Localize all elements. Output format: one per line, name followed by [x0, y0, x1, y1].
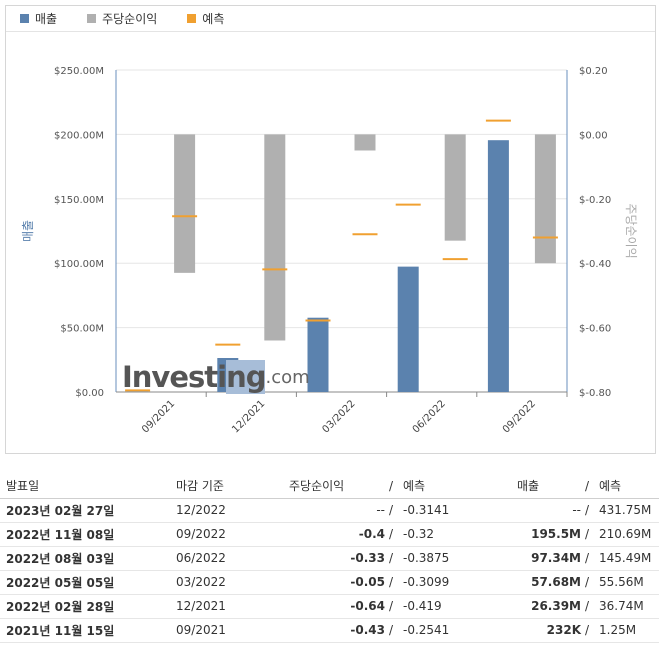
- cell-period: 12/2021: [176, 594, 289, 618]
- cell-revenue-forecast: 55.56M: [593, 570, 659, 594]
- header-eps[interactable]: 주당순이익: [289, 474, 389, 498]
- cell-period: 03/2022: [176, 570, 289, 594]
- cell-revenue: 195.5M: [517, 522, 585, 546]
- revenue-bar: [488, 140, 509, 392]
- cell-eps: -0.64: [289, 594, 389, 618]
- eps-bar: [174, 134, 195, 272]
- earnings-table: 발표일 마감 기준 주당순이익 / 예측 매출 / 예측 2023년 02월 2…: [0, 474, 659, 643]
- cell-revenue-forecast: 431.75M: [593, 498, 659, 522]
- cell-revenue-forecast: 210.69M: [593, 522, 659, 546]
- revenue-bar: [398, 267, 419, 392]
- cell-sep-revenue: /: [585, 570, 593, 594]
- cell-revenue-forecast: 1.25M: [593, 618, 659, 642]
- table-row: 2022년 02월 28일 12/2021 -0.64/-0.419 26.39M/3…: [0, 594, 659, 618]
- y-tick-label: $250.00M: [54, 66, 104, 77]
- table-row: 2023년 02월 27일 12/2022 -- / -0.3141 --/431.75M: [0, 498, 659, 522]
- table-header-row: 발표일 마감 기준 주당순이익 / 예측 매출 / 예측: [0, 474, 659, 498]
- cell-sep-eps: /: [389, 594, 397, 618]
- x-tick-label: 09/2022: [501, 398, 538, 435]
- cell-eps-forecast: -0.419: [397, 594, 517, 618]
- cell-sep-eps: /: [389, 618, 397, 642]
- y2-tick-label: $-0.60: [579, 324, 611, 335]
- y-tick-label: $200.00M: [54, 130, 104, 141]
- y2-tick-label: $-0.40: [579, 259, 611, 270]
- header-revenue[interactable]: 매출: [517, 474, 585, 498]
- x-tick-label: 06/2022: [411, 398, 448, 435]
- cell-eps: --: [289, 498, 389, 522]
- cell-revenue-forecast: 145.49M: [593, 546, 659, 570]
- y-tick-label: $50.00M: [60, 324, 104, 335]
- cell-date: 2022년 02월 28일: [0, 594, 176, 618]
- revenue-bar: [308, 318, 329, 392]
- cell-period: 09/2022: [176, 522, 289, 546]
- y-axis-title: 매출: [21, 220, 35, 242]
- y2-tick-label: $-0.80: [579, 388, 611, 399]
- eps-bar: [355, 134, 376, 150]
- header-eps-forecast[interactable]: 예측: [397, 474, 517, 498]
- table-row: 2022년 11월 08일 09/2022 -0.4/-0.32 195.5M/210…: [0, 522, 659, 546]
- y2-tick-label: $0.00: [579, 130, 608, 141]
- header-sep-eps: /: [389, 474, 397, 498]
- x-tick-label: 03/2022: [320, 398, 357, 435]
- cell-revenue: 97.34M: [517, 546, 585, 570]
- eps-bar: [445, 134, 466, 240]
- cell-date: 2023년 02월 27일: [0, 498, 176, 522]
- cell-eps-forecast: -0.3875: [397, 546, 517, 570]
- cell-sep-revenue: /: [585, 618, 593, 642]
- cell-date: 2022년 05월 05일: [0, 570, 176, 594]
- chart-plot-area: $0.00 $-0.80 $50.00M $-0.60 $100.00M $-0.40 $1…: [6, 6, 657, 455]
- cell-date: 2021년 11월 15일: [0, 618, 176, 642]
- y2-tick-label: $0.20: [579, 66, 608, 77]
- cell-revenue-forecast: 36.74M: [593, 594, 659, 618]
- cell-period: 12/2022: [176, 498, 289, 522]
- header-revenue-forecast[interactable]: 예측: [593, 474, 659, 498]
- header-sep-revenue: /: [585, 474, 593, 498]
- cell-sep-revenue: /: [585, 546, 593, 570]
- x-tick-label: 12/2021: [230, 398, 267, 435]
- y2-axis-title: 주당순이익: [624, 203, 638, 258]
- cell-revenue: 57.68M: [517, 570, 585, 594]
- cell-eps: -0.43: [289, 618, 389, 642]
- cell-eps-forecast: -0.2541: [397, 618, 517, 642]
- y-tick-label: $150.00M: [54, 195, 104, 206]
- table-row: 2021년 11월 15일 09/2021 -0.43/-0.2541 232K/1.…: [0, 618, 659, 642]
- y2-tick-label: $-0.20: [579, 195, 611, 206]
- y-tick-label: $100.00M: [54, 259, 104, 270]
- cell-sep-eps: /: [389, 570, 397, 594]
- header-period[interactable]: 마감 기준: [176, 474, 289, 498]
- cell-eps-forecast: -0.3141: [397, 498, 517, 522]
- table-row: 2022년 05월 05일 03/2022 -0.05/-0.3099 57.68M /…: [0, 570, 659, 594]
- cell-sep-eps: /: [389, 522, 397, 546]
- cell-period: 09/2021: [176, 618, 289, 642]
- cell-date: 2022년 08월 03일: [0, 546, 176, 570]
- eps-bar: [535, 134, 556, 263]
- cell-eps-forecast: -0.32: [397, 522, 517, 546]
- cell-date: 2022년 11월 08일: [0, 522, 176, 546]
- cell-period: 06/2022: [176, 546, 289, 570]
- cell-eps: -0.05: [289, 570, 389, 594]
- y-tick-label: $0.00: [75, 388, 104, 399]
- cell-eps: -0.33: [289, 546, 389, 570]
- cell-revenue: 232K: [517, 618, 585, 642]
- cell-revenue: 26.39M: [517, 594, 585, 618]
- cell-sep-eps: /: [389, 546, 397, 570]
- revenue-bar: [217, 358, 238, 392]
- cell-sep-revenue: /: [585, 498, 593, 522]
- cell-sep-revenue: /: [585, 594, 593, 618]
- cell-eps: -0.4: [289, 522, 389, 546]
- table-row: 2022년 08월 03일 06/2022 -0.33/-0.3875 97.34M /…: [0, 546, 659, 570]
- x-tick-label: 09/2021: [140, 398, 177, 435]
- earnings-chart: 매출 주당순이익 예측 $0.00 $-0.80 $50.00M $-0.60 $100…: [5, 5, 656, 454]
- header-date[interactable]: 발표일: [0, 474, 176, 498]
- cell-sep-eps: /: [389, 498, 397, 522]
- cell-revenue: --: [517, 498, 585, 522]
- cell-sep-revenue: /: [585, 522, 593, 546]
- eps-bar: [264, 134, 285, 340]
- cell-eps-forecast: -0.3099: [397, 570, 517, 594]
